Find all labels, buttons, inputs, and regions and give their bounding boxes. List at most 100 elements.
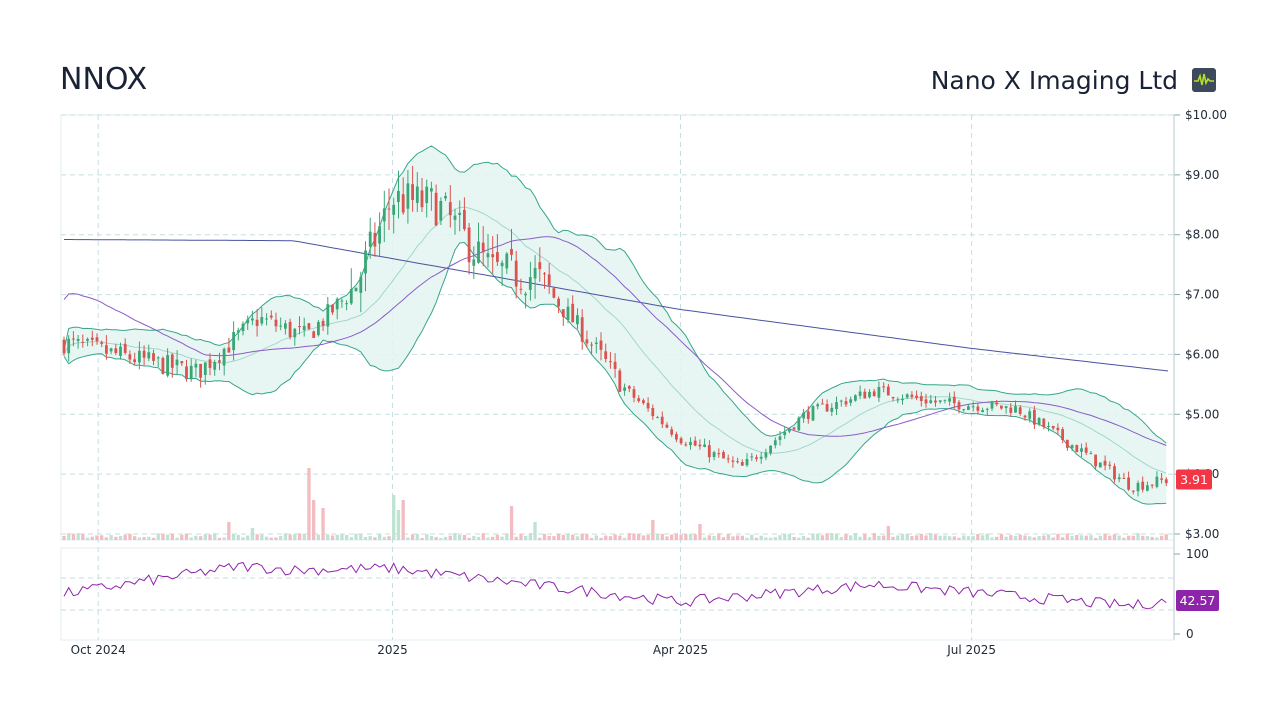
candle-body	[1070, 445, 1074, 449]
volume-bar	[740, 535, 744, 540]
volume-bar	[67, 533, 71, 540]
candle-body	[948, 398, 951, 402]
company-name: Nano X Imaging Ltd	[930, 66, 1178, 95]
candle-body	[477, 241, 480, 263]
volume-bar	[227, 522, 231, 540]
volume-bar	[156, 533, 160, 540]
volume-bar	[778, 535, 782, 540]
candle-body	[463, 209, 466, 230]
volume-bar	[203, 534, 207, 540]
candle-body	[792, 427, 796, 430]
volume-bar	[519, 533, 523, 540]
volume-bar	[575, 536, 580, 540]
volume-bar	[839, 537, 843, 540]
candle-body	[844, 401, 848, 405]
volume-bar	[410, 534, 415, 540]
candle-body	[1075, 445, 1079, 453]
candle-body	[703, 444, 706, 447]
volume-bar	[491, 536, 495, 540]
volume-bar	[1013, 535, 1018, 540]
candle-body	[232, 332, 235, 351]
candle-body	[1061, 429, 1064, 440]
volume-bar	[816, 533, 820, 540]
candle-body	[778, 436, 782, 440]
candle-body	[1098, 462, 1102, 468]
candle-body	[434, 192, 438, 226]
candle-body	[1160, 478, 1163, 480]
volume-bar	[443, 536, 448, 540]
volume-bar	[792, 537, 796, 540]
short-moving-average	[63, 236, 1167, 446]
candle-body	[415, 186, 419, 203]
volume-bar	[768, 537, 773, 540]
volume-bar	[853, 533, 857, 540]
candle-body	[505, 253, 509, 269]
volume-bar	[613, 534, 617, 540]
volume-bar	[396, 510, 401, 540]
candle-body	[378, 226, 381, 244]
volume-bar	[999, 534, 1004, 540]
volume-bar	[990, 537, 994, 540]
candle-body	[929, 400, 933, 403]
last-price-badge	[1176, 469, 1212, 490]
volume-bar	[1051, 537, 1055, 540]
candle-body	[109, 348, 113, 352]
volume-bar	[1108, 535, 1112, 540]
volume-bar	[632, 533, 636, 540]
moving-averages	[63, 236, 1169, 446]
volume-bar	[1098, 535, 1102, 540]
candle-body	[651, 408, 655, 417]
candle-body	[764, 452, 768, 458]
candle-body	[938, 400, 942, 402]
volume-bar	[283, 533, 288, 540]
volume-bar	[830, 533, 834, 540]
candle-body	[90, 337, 94, 340]
candle-body	[293, 328, 297, 338]
candle-body	[199, 363, 202, 378]
candle-body	[1089, 453, 1093, 455]
candle-body	[623, 387, 626, 391]
candle-body	[745, 459, 749, 466]
candle-body	[552, 288, 556, 298]
volume-bar	[194, 535, 198, 540]
chart-grid	[60, 114, 1175, 641]
candle-body	[896, 399, 900, 401]
volume-bar	[872, 533, 876, 540]
volume-bar	[321, 508, 325, 540]
candle-body	[420, 190, 424, 208]
volume-bar	[1103, 533, 1107, 540]
candle-body	[854, 395, 857, 401]
volume-bar	[1075, 535, 1079, 540]
candle-body	[877, 387, 881, 398]
volume-bar	[707, 535, 711, 540]
candle-body	[675, 434, 678, 440]
date-axis: Oct 2024 2025 Apr 2025 Jul 2025	[71, 643, 996, 657]
volume-bar	[231, 533, 236, 540]
candle-body	[599, 340, 603, 350]
candle-body	[788, 428, 791, 432]
volume-bar	[891, 536, 895, 540]
candle-body	[274, 319, 278, 327]
candle-body	[665, 424, 669, 428]
volume-bar	[1009, 535, 1013, 540]
volume-bar	[297, 533, 302, 540]
candle-body	[496, 252, 499, 262]
pulse-line-graphic	[1194, 73, 1214, 86]
candle-body	[543, 273, 546, 275]
volume-bar	[476, 536, 481, 540]
candle-body	[1150, 484, 1154, 486]
candle-body	[453, 215, 457, 220]
volume-bar	[1032, 537, 1036, 540]
candle-body	[962, 409, 966, 411]
volume-bar	[849, 535, 853, 540]
candle-body	[886, 386, 890, 396]
volume-bar	[189, 537, 193, 540]
volume-bar	[62, 535, 66, 540]
volume-bar	[1079, 535, 1084, 540]
candle-body	[114, 348, 118, 353]
candle-body	[1023, 415, 1027, 418]
volume-bar	[462, 534, 467, 540]
candle-body	[302, 325, 306, 331]
candle-body	[491, 254, 495, 258]
